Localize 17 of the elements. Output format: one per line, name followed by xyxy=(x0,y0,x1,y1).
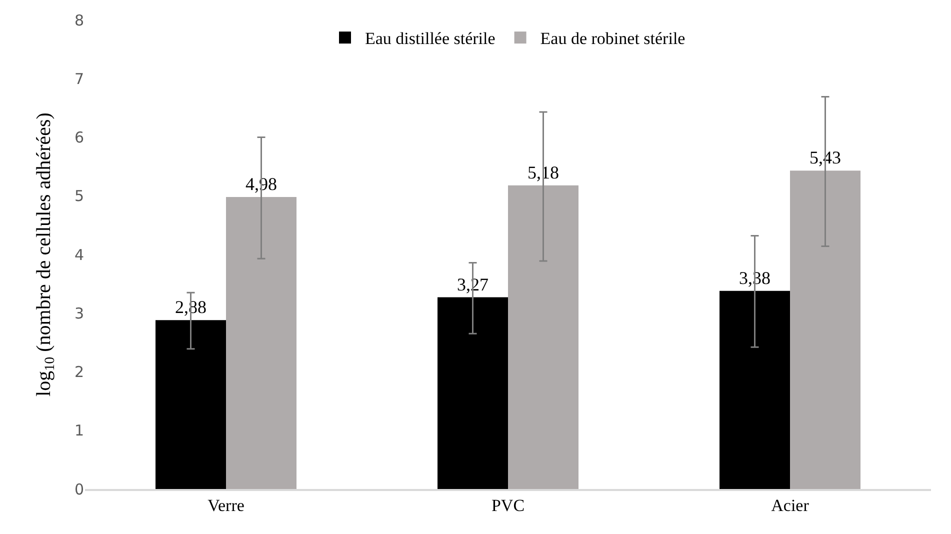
y-tick-label: 8 xyxy=(74,11,84,30)
y-tick-label: 7 xyxy=(74,70,84,88)
x-tick-label: PVC xyxy=(491,496,525,516)
data-label: 3,38 xyxy=(739,268,770,288)
data-label: 5,18 xyxy=(528,162,559,182)
legend-label: Eau distillée stérile xyxy=(365,29,496,48)
x-tick-label: Verre xyxy=(208,496,244,516)
y-tick-label: 3 xyxy=(74,304,84,322)
data-label: 5,43 xyxy=(810,148,841,168)
x-tick-label: Acier xyxy=(771,496,810,516)
y-tick-label: 0 xyxy=(74,480,84,498)
y-tick-label: 1 xyxy=(74,422,84,440)
y-tick-label: 2 xyxy=(74,363,84,381)
y-tick-label: 6 xyxy=(74,128,84,146)
y-tick-label: 4 xyxy=(74,246,84,264)
legend-label: Eau de robinet stérile xyxy=(540,29,686,48)
y-tick-label: 5 xyxy=(74,187,84,206)
